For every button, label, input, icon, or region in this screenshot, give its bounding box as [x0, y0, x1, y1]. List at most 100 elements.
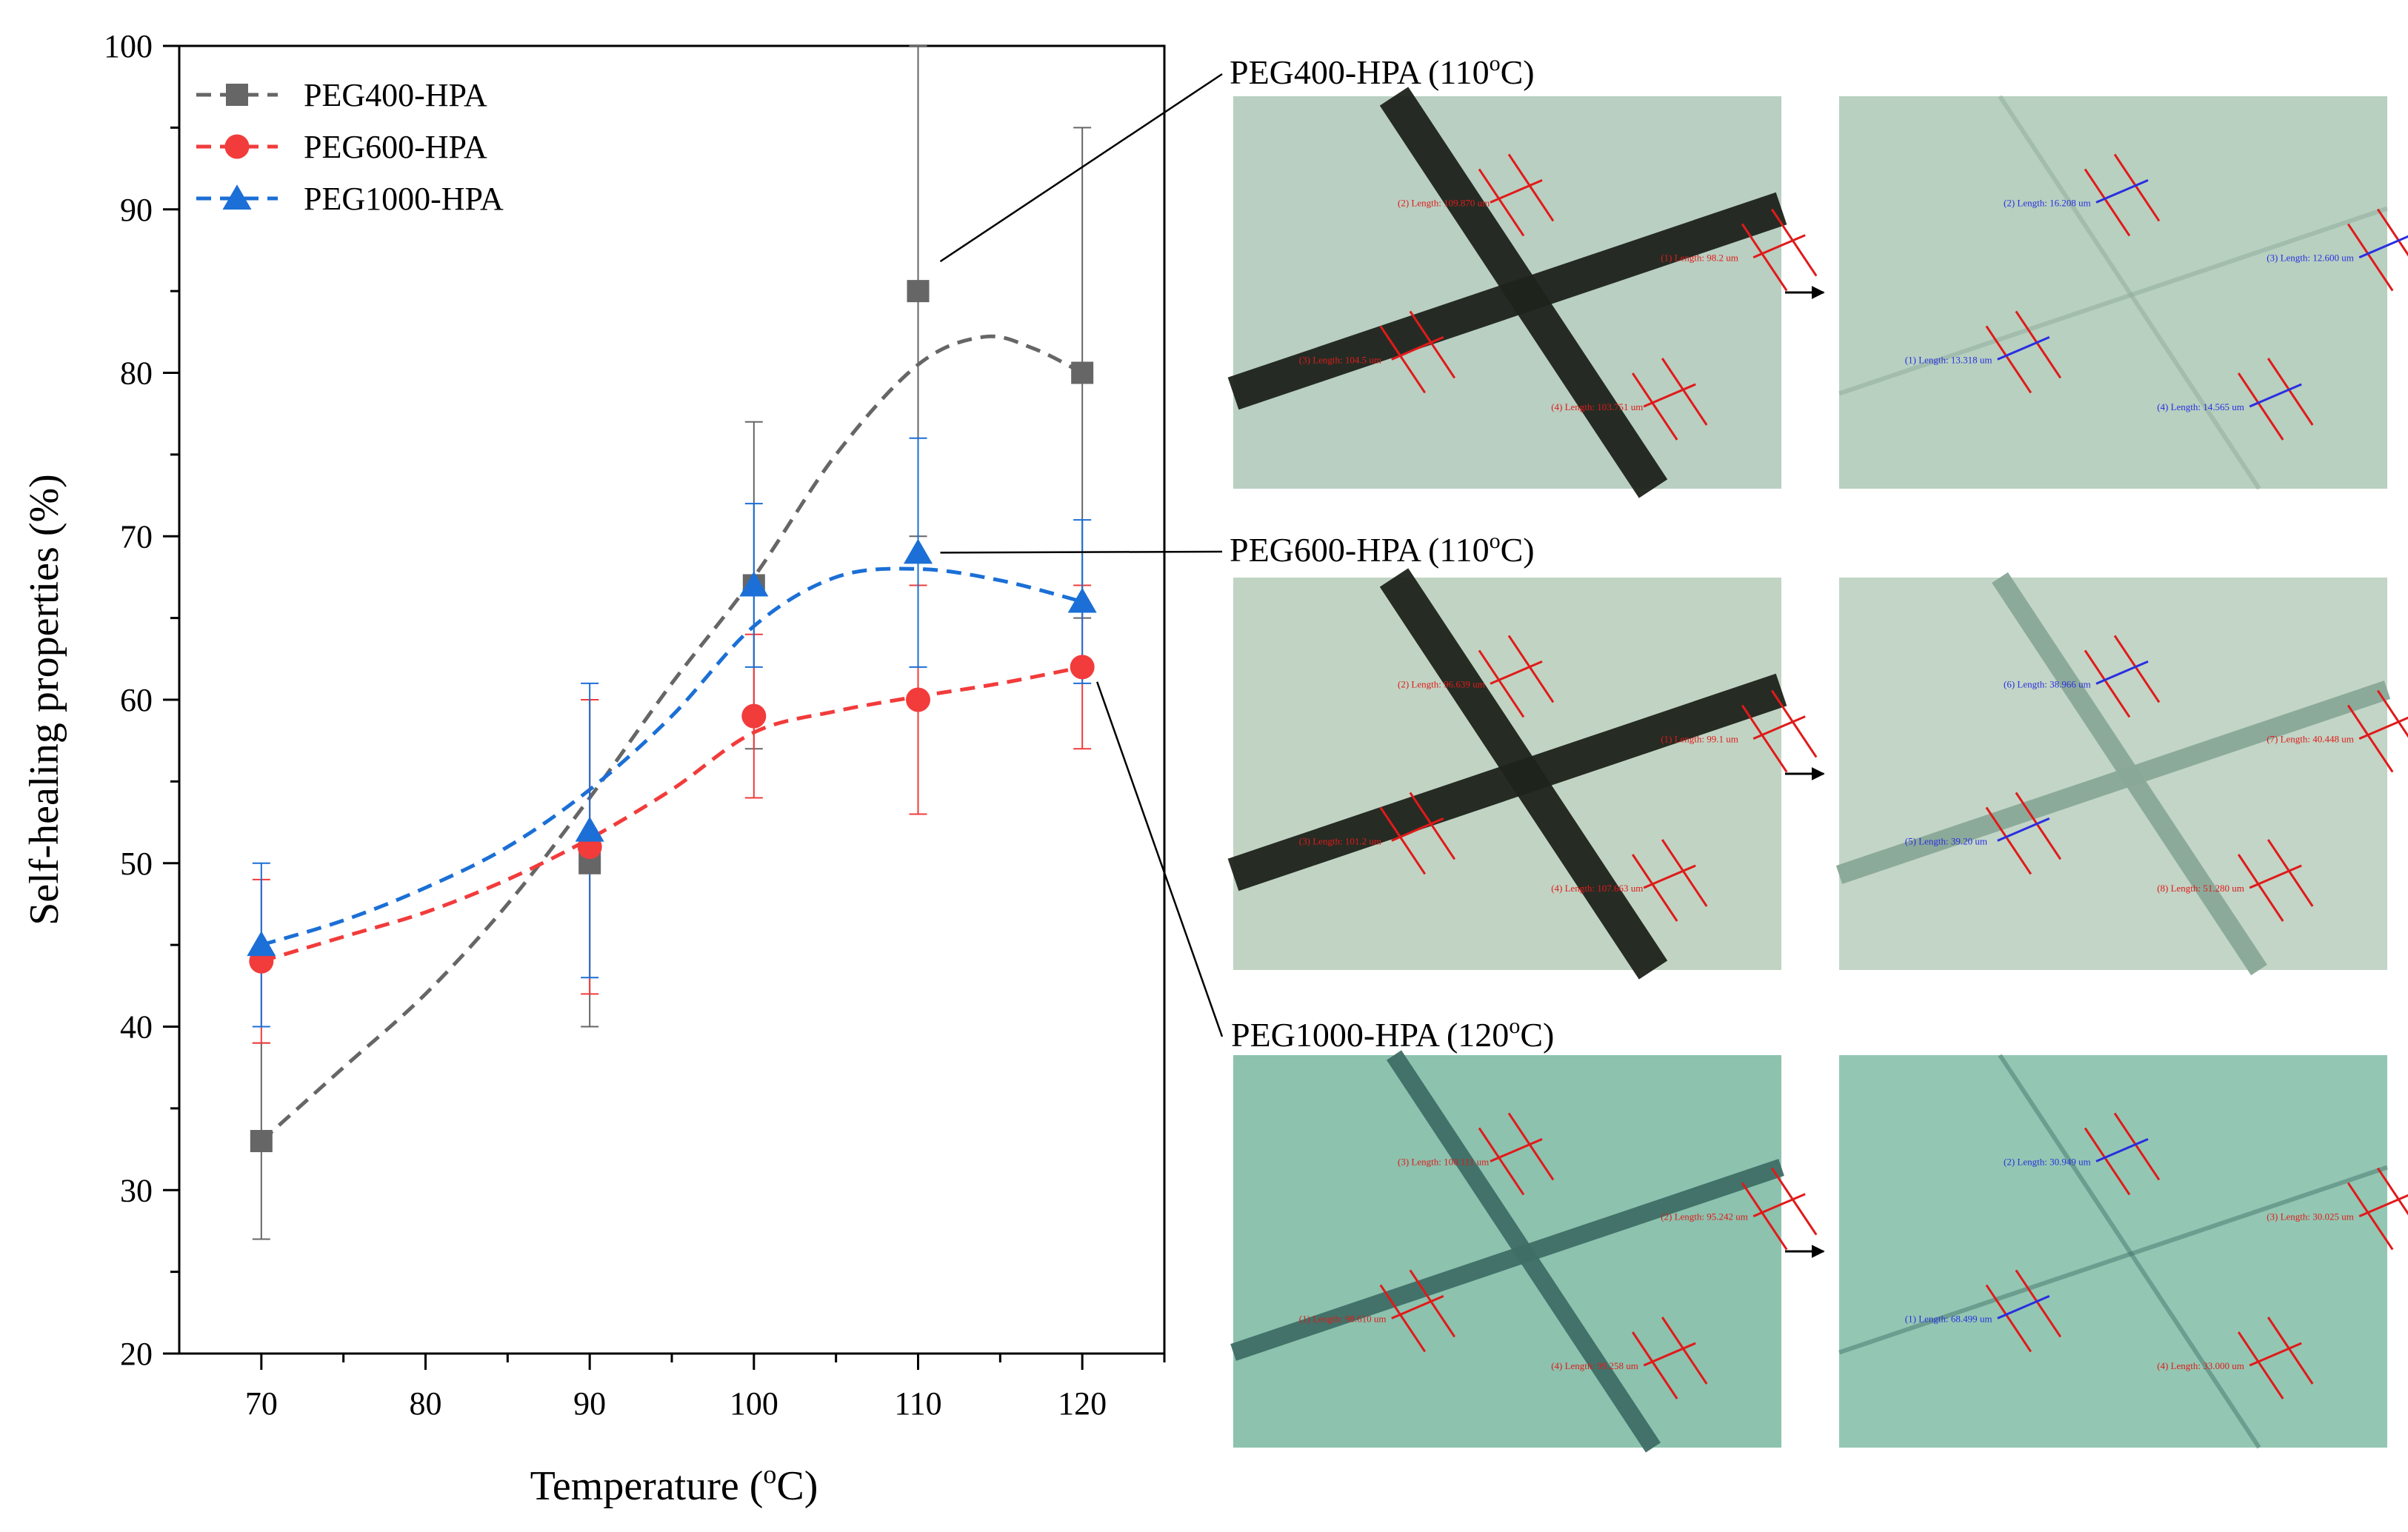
micrograph-row3-after: (2) Length: 30.949 um (3) Length: 30.025 …	[1838, 1054, 2408, 1449]
measure-tick	[2015, 1269, 2062, 1338]
measure-span	[2249, 1342, 2302, 1367]
error-bars	[252, 45, 1092, 1240]
annotation-peg400-label: PEG400-HPA (110oC)	[1230, 51, 1535, 91]
micrograph-row1-after: (2) Length: 16.208 um (3) Length: 12.600 …	[1838, 95, 2408, 490]
x-tick-label-80: 80	[410, 1385, 442, 1422]
measure-label: (3) Length: 101.2 um	[1299, 835, 1381, 846]
annotation-peg400-tail: C)	[1501, 53, 1535, 91]
measure-label: (2) Length: 95.242 um	[1661, 1211, 1748, 1222]
point-peg1000-hpa-100	[739, 571, 769, 597]
measure-tick	[2347, 1182, 2394, 1251]
measure-tick	[1985, 806, 2032, 875]
measure-label: (4) Length: 107.663 um	[1551, 883, 1643, 894]
crack-horizontal	[1835, 680, 2391, 884]
measure-label: (4) Length: 33.000 um	[2157, 1360, 2244, 1371]
crack-horizontal	[1227, 192, 1787, 410]
measure-label: (5) Length: 39.20 um	[1905, 835, 1987, 846]
crack-horizontal	[1230, 1159, 1784, 1361]
measure-tick	[1661, 1317, 1708, 1385]
measure-tick	[2015, 310, 2062, 379]
measure-label: (1) Length: 98.2 um	[1661, 252, 1738, 264]
measure-label: (1) Length: 99.1 um	[1661, 734, 1738, 745]
y-tick-label-20: 20	[120, 1336, 153, 1372]
measure-span	[1391, 336, 1444, 361]
x-tick-label-120: 120	[1058, 1385, 1107, 1422]
point-peg600-hpa-110	[906, 687, 930, 712]
measure-tick	[1478, 168, 1525, 237]
measure-label: (2) Length: 96.639 um	[1398, 678, 1485, 689]
crack-horizontal	[1227, 673, 1787, 892]
leader-line-0	[939, 73, 1223, 263]
measure-label: (6) Length: 38.966 um	[2004, 678, 2091, 689]
measure-tick	[2113, 1112, 2161, 1181]
measure-span	[1752, 234, 1806, 258]
measure-tick	[2015, 792, 2062, 860]
measure-span	[2095, 1138, 2149, 1163]
point-peg400-hpa-110	[907, 280, 930, 303]
measure-tick	[1409, 1269, 1456, 1338]
measure-tick	[2376, 1167, 2408, 1216]
micrograph-background	[1839, 1055, 2387, 1448]
measure-span	[1752, 715, 1806, 740]
point-peg1000-hpa-70	[247, 931, 276, 957]
measure-tick	[1379, 1284, 1427, 1353]
measure-tick	[1631, 1331, 1678, 1399]
crack-horizontal	[1838, 206, 2388, 396]
measure-label: (3) Length: 100.111 um	[1398, 1156, 1489, 1167]
point-peg400-hpa-120	[1071, 361, 1094, 384]
annotation-peg600-tail: C)	[1501, 531, 1535, 569]
legend-marker-peg400-hpa	[226, 84, 248, 106]
y-tick-label-90: 90	[120, 192, 153, 228]
data-markers	[247, 280, 1097, 1153]
measure-tick	[1507, 153, 1555, 222]
measure-tick	[1409, 310, 1456, 379]
annotation-peg600-label: PEG600-HPA (110oC)	[1230, 529, 1535, 569]
y-axis-label: Self-healing properties (%)	[21, 474, 67, 926]
legend: PEG400-HPA PEG600-HPA PEG1000-HPA	[196, 77, 504, 217]
measure-tick	[1379, 806, 1427, 875]
point-peg1000-hpa-90	[575, 816, 604, 842]
measure-tick	[1379, 325, 1427, 394]
measure-tick	[2267, 1317, 2314, 1385]
measure-span	[1997, 1295, 2050, 1319]
measure-label: (7) Length: 40.448 um	[2267, 734, 2354, 745]
axes: 70 80 90 100 110 120 20 30 40 50 60 70 80 90 100	[104, 28, 1166, 1422]
measure-label: (3) Length: 30.025 um	[2267, 1211, 2354, 1222]
point-peg1000-hpa-120	[1067, 587, 1097, 613]
measure-tick	[1631, 372, 1678, 441]
point-peg600-hpa-120	[1070, 655, 1095, 680]
x-axis-label-main: Temperature (	[530, 1463, 764, 1509]
measure-label: (8) Length: 51.280 um	[2157, 883, 2244, 894]
measure-label: (1) Length: 68.499 um	[1905, 1313, 1992, 1324]
measure-tick	[2376, 208, 2408, 257]
x-tick-label-90: 90	[573, 1385, 606, 1422]
measure-label: (3) Length: 104.5 um	[1299, 354, 1381, 365]
measure-tick	[2376, 689, 2408, 738]
measure-label: (4) Length: 103.751 um	[1551, 401, 1643, 412]
measure-tick	[2237, 854, 2284, 922]
measure-tick	[1409, 792, 1456, 860]
measure-tick	[2267, 839, 2314, 907]
legend-marker-peg1000-hpa	[222, 184, 252, 210]
measure-span	[2249, 383, 2302, 408]
measure-span	[1490, 179, 1543, 204]
measure-label: (2) Length: 16.208 um	[2004, 197, 2091, 208]
crack-vertical	[1379, 568, 1668, 980]
crack-vertical	[1998, 95, 2261, 490]
measure-tick	[2113, 153, 2161, 222]
measure-tick	[2347, 704, 2394, 773]
measure-tick	[1741, 223, 1788, 292]
measure-tick	[2113, 635, 2161, 703]
x-axis-label: Temperature (oC)	[530, 1459, 818, 1509]
annotation-peg1000-tail: C)	[1520, 1016, 1554, 1054]
y-tick-label-100: 100	[104, 28, 153, 64]
y-tick-label-80: 80	[120, 355, 153, 392]
x-tick-label-100: 100	[730, 1385, 778, 1422]
y-tick-label-60: 60	[120, 682, 153, 718]
measure-span	[1490, 1138, 1543, 1163]
measure-span	[1391, 1295, 1444, 1319]
measure-tick	[1741, 1182, 1788, 1251]
micrograph-row2-after: (6) Length: 38.966 um (7) Length: 40.448 …	[1835, 572, 2408, 976]
fit-line-peg1000-hpa	[261, 566, 1083, 947]
measure-tick	[1770, 208, 1818, 277]
